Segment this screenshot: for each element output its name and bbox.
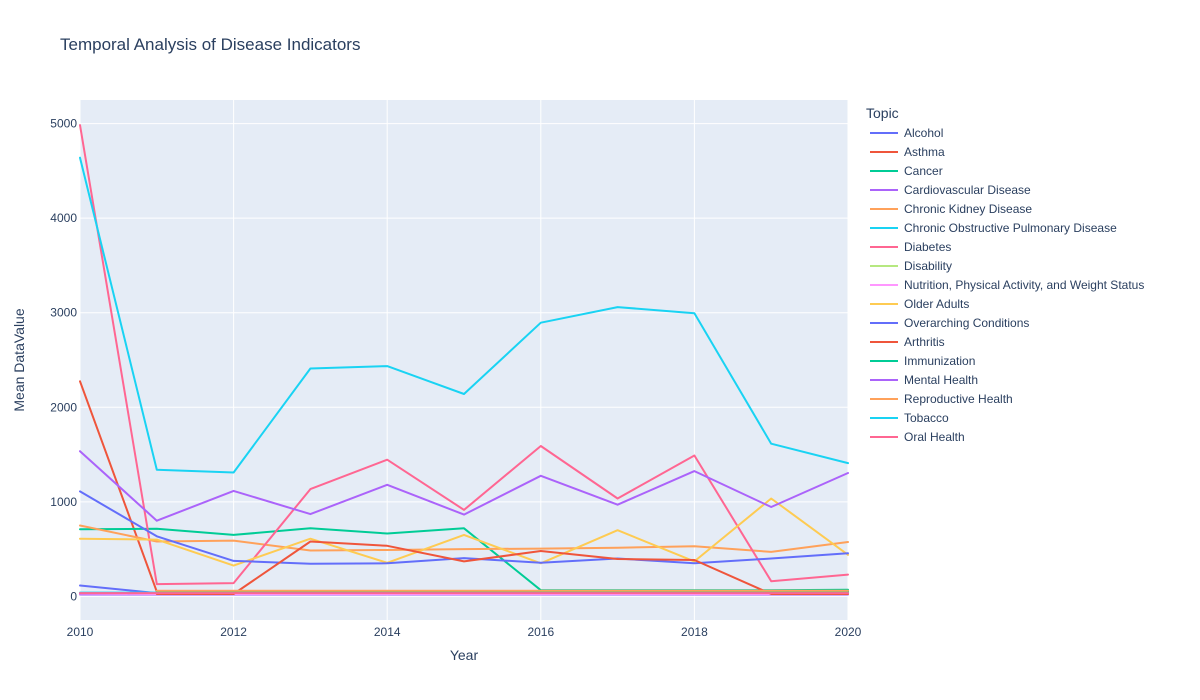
x-tick-label: 2010	[67, 625, 94, 639]
legend-label: Alcohol	[904, 126, 943, 140]
legend-item[interactable]: Arthritis	[870, 335, 945, 349]
legend-label: Immunization	[904, 354, 975, 368]
series-line-4	[79, 524, 849, 553]
legend-items: Alcohol Asthma Cancer Cardiovascular Diseas…	[870, 126, 1144, 444]
legend-label: Tobacco	[904, 411, 949, 425]
x-axis-ticks: 2010 2012 2014 2016 2018 2020	[67, 625, 862, 639]
legend-item[interactable]: Chronic Obstructive Pulmonary Disease	[870, 221, 1117, 235]
legend-item[interactable]: Nutrition, Physical Activity, and Weight…	[870, 278, 1144, 292]
y-axis-ticks: 0 1000 2000 3000 4000 5000	[50, 117, 77, 604]
legend-label: Oral Health	[904, 430, 965, 444]
legend-item[interactable]: Older Adults	[870, 297, 969, 311]
legend-item[interactable]: Cardiovascular Disease	[870, 183, 1031, 197]
legend-title: Topic	[866, 105, 899, 121]
legend-label: Asthma	[904, 145, 945, 159]
series-line-15	[79, 156, 849, 474]
x-tick-label: 2018	[681, 625, 708, 639]
legend-label: Mental Health	[904, 373, 978, 387]
legend-label: Disability	[904, 259, 952, 273]
x-tick-label: 2020	[835, 625, 862, 639]
series-lines	[79, 124, 849, 596]
series-line-10	[79, 490, 849, 565]
legend-label: Cardiovascular Disease	[904, 183, 1031, 197]
y-tick-label: 3000	[50, 306, 77, 320]
legend-item[interactable]: Overarching Conditions	[870, 316, 1029, 330]
legend-item[interactable]: Alcohol	[870, 126, 943, 140]
legend-label: Overarching Conditions	[904, 316, 1029, 330]
legend-item[interactable]: Asthma	[870, 145, 945, 159]
x-tick-label: 2014	[374, 625, 401, 639]
y-tick-label: 0	[70, 589, 77, 603]
legend-label: Cancer	[904, 164, 943, 178]
series-line-9	[79, 497, 849, 567]
legend-label: Reproductive Health	[904, 392, 1013, 406]
legend-item[interactable]: Immunization	[870, 354, 975, 368]
legend-item[interactable]: Diabetes	[870, 240, 951, 254]
y-tick-label: 5000	[50, 117, 77, 131]
series-line-11	[155, 540, 849, 595]
y-tick-label: 1000	[50, 495, 77, 509]
legend-label: Nutrition, Physical Activity, and Weight…	[904, 278, 1144, 292]
series-line-13	[79, 450, 849, 522]
x-axis-label: Year	[450, 647, 479, 663]
legend-label: Arthritis	[904, 335, 945, 349]
legend-item[interactable]: Cancer	[870, 164, 943, 178]
legend-item[interactable]: Chronic Kidney Disease	[870, 202, 1032, 216]
legend-label: Older Adults	[904, 297, 969, 311]
x-tick-label: 2012	[220, 625, 247, 639]
legend-item[interactable]: Oral Health	[870, 430, 965, 444]
legend-item[interactable]: Reproductive Health	[870, 392, 1013, 406]
legend-label: Chronic Kidney Disease	[904, 202, 1032, 216]
legend-item[interactable]: Disability	[870, 259, 952, 273]
legend: Topic Alcohol Asthma Cancer Cardiovascular …	[866, 105, 1144, 444]
x-tick-label: 2016	[527, 625, 554, 639]
y-tick-label: 2000	[50, 400, 77, 414]
y-axis-label: Mean DataValue	[11, 308, 27, 411]
series-line-6	[79, 124, 849, 586]
legend-item[interactable]: Mental Health	[870, 373, 978, 387]
legend-label: Chronic Obstructive Pulmonary Disease	[904, 221, 1117, 235]
chart-title: Temporal Analysis of Disease Indicators	[60, 35, 360, 54]
legend-item[interactable]: Tobacco	[870, 411, 949, 425]
y-tick-label: 4000	[50, 211, 77, 225]
legend-label: Diabetes	[904, 240, 951, 254]
